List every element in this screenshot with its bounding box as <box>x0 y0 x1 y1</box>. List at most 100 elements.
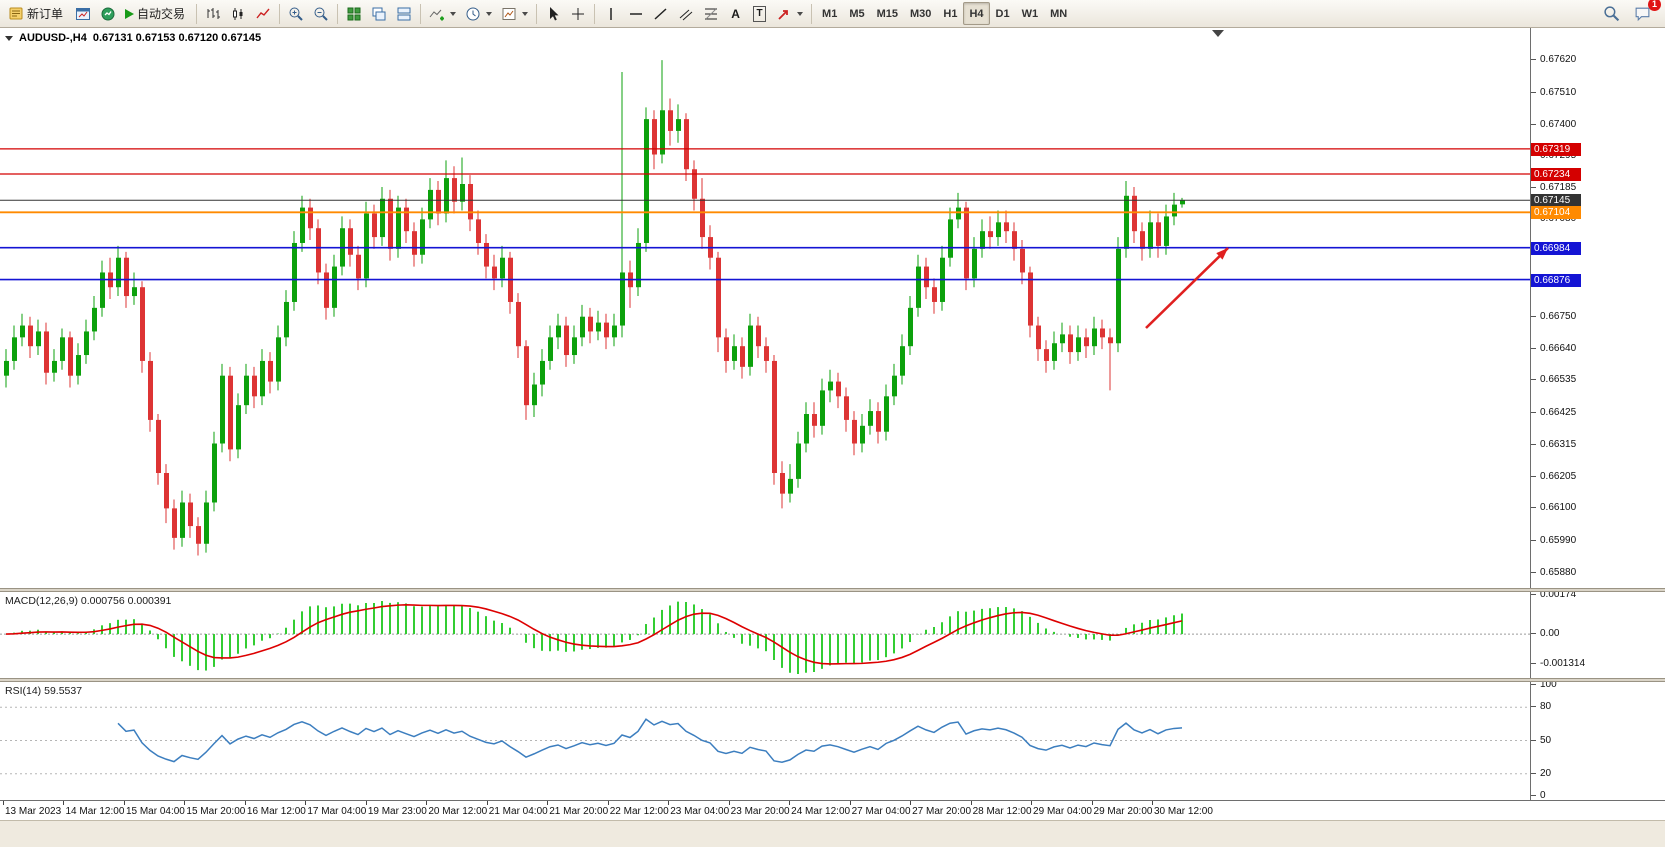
time-label: 27 Mar 04:00 <box>851 806 911 817</box>
time-tick <box>184 801 186 805</box>
toolbar-separator <box>337 3 339 24</box>
auto-trading-button[interactable]: 自动交易 <box>121 2 192 25</box>
price-tag-0.66984: 0.66984 <box>1531 241 1581 255</box>
trend-arrow-annotation[interactable] <box>1145 247 1229 329</box>
axis-tick-label: 0.66535 <box>1530 374 1577 386</box>
time-tick <box>728 801 730 805</box>
time-tick <box>1031 801 1033 805</box>
fibonacci-icon <box>705 8 718 19</box>
text-label-tool-button[interactable]: T <box>748 2 771 25</box>
macd-signal-value: 0.000391 <box>127 595 172 607</box>
axis-tick-label: 0.00 <box>1530 628 1560 640</box>
search-icon <box>1604 6 1620 22</box>
zoom-in-button[interactable] <box>284 2 308 25</box>
market-watch-button[interactable] <box>96 2 120 25</box>
axis-tick-label: 20 <box>1530 767 1552 779</box>
channel-tool-button[interactable] <box>674 2 698 25</box>
axis-tick-label: 80 <box>1530 701 1552 713</box>
auto-trading-label: 自动交易 <box>137 7 186 21</box>
arrange-windows-button[interactable] <box>367 2 391 25</box>
chart-window-button[interactable] <box>71 2 95 25</box>
text-tool-icon: A <box>731 6 740 21</box>
bar-chart-button[interactable] <box>201 2 225 25</box>
axis-tick-label: 0.67620 <box>1530 54 1577 66</box>
templates-button[interactable] <box>497 2 532 25</box>
line-chart-button[interactable] <box>251 2 275 25</box>
zoom-out-icon <box>314 7 328 21</box>
toolbar-separator <box>279 3 281 24</box>
horizontal-line-tool-button[interactable] <box>624 2 648 25</box>
chart-shift-marker[interactable] <box>1212 30 1224 37</box>
timeframe-mn-button[interactable]: MN <box>1044 2 1073 25</box>
candlestick-chart-button[interactable] <box>226 2 250 25</box>
main-chart-pane[interactable]: AUDUSD-,H4 0.67131 0.67153 0.67120 0.671… <box>0 28 1530 588</box>
notifications-button[interactable]: 1 <box>1630 0 1661 25</box>
time-label: 13 Mar 2023 <box>5 806 62 817</box>
axis-tick-label: 50 <box>1530 734 1552 746</box>
timeframe-d1-button[interactable]: D1 <box>990 2 1016 25</box>
cascade-windows-button[interactable] <box>392 2 416 25</box>
timeframe-w1-button[interactable]: W1 <box>1016 2 1045 25</box>
text-tool-button[interactable]: A <box>724 2 747 25</box>
price-tag-0.67319: 0.67319 <box>1531 142 1581 156</box>
pane-separator-macd[interactable] <box>0 588 1665 592</box>
toolbar-separator <box>196 3 198 24</box>
time-label: 19 Mar 23:00 <box>367 806 427 817</box>
timeframe-m30-button[interactable]: M30 <box>904 2 937 25</box>
time-label: 20 Mar 12:00 <box>428 806 488 817</box>
toolbar-separator <box>594 3 596 24</box>
tile-windows-button[interactable] <box>342 2 366 25</box>
cursor-button[interactable] <box>541 2 565 25</box>
fibonacci-tool-button[interactable] <box>699 2 723 25</box>
indicators-button[interactable] <box>425 2 460 25</box>
axis-tick-label: 0.66750 <box>1530 310 1577 322</box>
time-label: 28 Mar 12:00 <box>972 806 1032 817</box>
time-tick <box>305 801 307 805</box>
market-watch-icon <box>101 7 115 20</box>
horizontal-line-icon <box>630 12 643 15</box>
axis-tick-label: 0.65990 <box>1530 534 1577 546</box>
vertical-line-tool-button[interactable] <box>599 2 623 25</box>
chart-window-icon <box>76 7 91 20</box>
rsi-pane[interactable]: RSI(14) 59.5537 <box>0 682 1530 800</box>
axis-tick-label: 0.66100 <box>1530 502 1577 514</box>
pane-separator-rsi[interactable] <box>0 678 1665 682</box>
periods-button[interactable] <box>461 2 496 25</box>
crosshair-button[interactable] <box>566 2 590 25</box>
time-tick <box>970 801 972 805</box>
time-tick <box>244 801 246 805</box>
time-axis[interactable]: 13 Mar 2023 14 Mar 12:00 15 Mar 04:00 15 Ma… <box>0 800 1665 820</box>
axis-tick-label: 0.65880 <box>1530 567 1577 579</box>
time-tick <box>1091 801 1093 805</box>
arrows-tool-button[interactable] <box>772 2 807 25</box>
timeframe-m1-button[interactable]: M1 <box>816 2 843 25</box>
time-label: 29 Mar 04:00 <box>1033 806 1092 817</box>
chevron-down-icon <box>522 11 529 16</box>
bar-chart-icon <box>207 7 221 19</box>
time-label: 14 Mar 12:00 <box>65 806 125 817</box>
search-button[interactable] <box>1599 2 1624 25</box>
price-chart-canvas[interactable] <box>0 28 1530 588</box>
macd-main-value: 0.000756 <box>80 595 125 607</box>
toolbar: 新订单 自动交易 <box>0 0 1665 28</box>
toolbar-separator <box>420 3 422 24</box>
time-label: 21 Mar 20:00 <box>549 806 609 817</box>
time-label: 22 Mar 12:00 <box>609 806 669 817</box>
trendline-tool-button[interactable] <box>649 2 673 25</box>
time-label: 29 Mar 20:00 <box>1093 806 1153 817</box>
tile-windows-icon <box>347 7 361 20</box>
axis-tick-label: 0.66640 <box>1530 343 1577 355</box>
new-order-button[interactable]: 新订单 <box>4 2 70 25</box>
rsi-label-row: RSI(14) 59.5537 <box>5 685 82 697</box>
chart-collapse-icon[interactable] <box>5 35 13 41</box>
macd-pane[interactable]: MACD(12,26,9) 0.000756 0.000391 <box>0 592 1530 678</box>
timeframe-h1-button[interactable]: H1 <box>937 2 963 25</box>
zoom-out-button[interactable] <box>309 2 333 25</box>
time-label: 30 Mar 12:00 <box>1154 806 1213 817</box>
chart-header: AUDUSD-,H4 0.67131 0.67153 0.67120 0.671… <box>5 32 261 44</box>
timeframe-m5-button[interactable]: M5 <box>843 2 870 25</box>
timeframe-m15-button[interactable]: M15 <box>871 2 904 25</box>
timeframe-h4-button[interactable]: H4 <box>963 2 990 25</box>
chevron-down-icon <box>486 11 493 16</box>
price-scale[interactable]: 0.676200.675100.674000.672950.671850.670… <box>1530 28 1665 801</box>
